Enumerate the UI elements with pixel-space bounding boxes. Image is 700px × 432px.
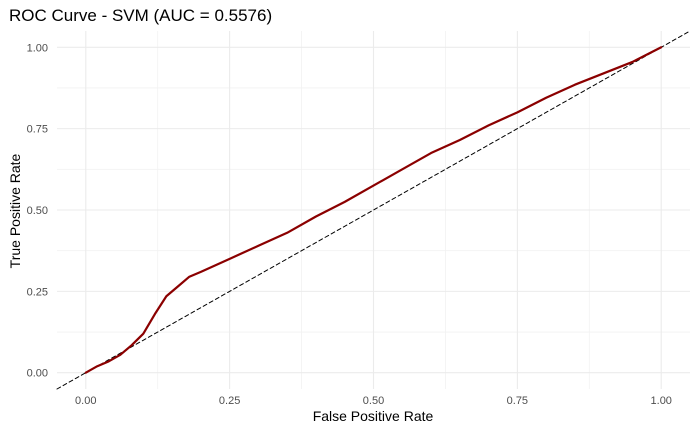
y-tick-label: 0.75 (27, 124, 48, 136)
chance-line (56, 30, 691, 390)
y-tick-label: 0.50 (27, 205, 48, 217)
x-tick-label: 0.25 (219, 395, 240, 407)
chart-title: ROC Curve - SVM (AUC = 0.5576) (9, 6, 273, 25)
y-axis-title: True Positive Rate (7, 153, 23, 268)
series (56, 30, 691, 390)
x-tick-label: 0.75 (507, 395, 528, 407)
y-tick-label: 0.00 (27, 368, 48, 380)
tick-labels: 0.00 0.25 0.50 0.75 1.00 0.00 0.25 0.50 0.75 1.00 (27, 42, 672, 407)
x-tick-label: 0.50 (363, 395, 384, 407)
x-tick-label: 0.00 (75, 395, 96, 407)
grid (57, 31, 690, 389)
y-tick-label: 0.25 (27, 286, 48, 298)
y-tick-label: 1.00 (27, 42, 48, 54)
roc-curve-line (84, 46, 663, 374)
x-tick-label: 1.00 (651, 395, 672, 407)
x-axis-title: False Positive Rate (313, 408, 434, 424)
